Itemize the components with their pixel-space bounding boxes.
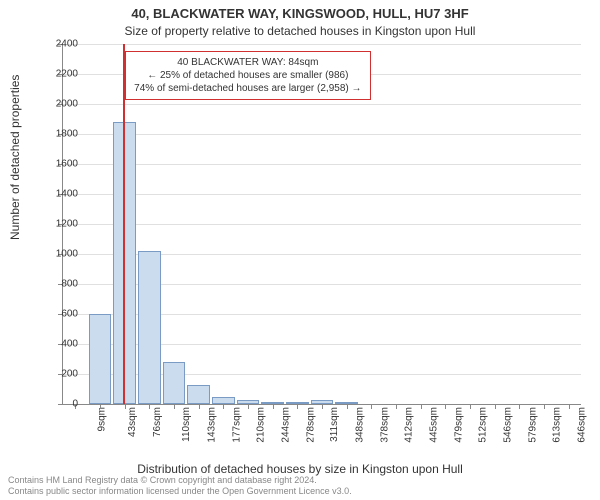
x-tick-label: 143sqm: [207, 407, 218, 443]
x-tick-mark: [149, 404, 150, 409]
x-tick-mark: [396, 404, 397, 409]
x-tick-label: 412sqm: [404, 407, 415, 443]
annotation-line: ← 25% of detached houses are smaller (98…: [134, 69, 361, 82]
y-tick-label: 2000: [44, 99, 78, 110]
x-tick-label: 311sqm: [329, 407, 340, 442]
histogram-bar: [138, 251, 161, 404]
y-tick-label: 200: [44, 369, 78, 380]
x-tick-label: 579sqm: [527, 407, 538, 443]
annotation-box: 40 BLACKWATER WAY: 84sqm← 25% of detache…: [125, 51, 370, 100]
histogram-bar: [261, 402, 284, 404]
x-tick-label: 76sqm: [152, 407, 163, 437]
x-tick-mark: [125, 404, 126, 409]
x-tick-mark: [297, 404, 298, 409]
plot-area: 9sqm43sqm76sqm110sqm143sqm177sqm210sqm24…: [62, 44, 581, 405]
footer-line-2: Contains public sector information licen…: [8, 486, 592, 497]
x-tick-mark: [199, 404, 200, 409]
x-tick-label: 278sqm: [305, 407, 316, 443]
x-tick-label: 348sqm: [355, 407, 366, 443]
y-tick-label: 2400: [44, 39, 78, 50]
y-tick-label: 600: [44, 309, 78, 320]
histogram-bar: [311, 400, 334, 405]
histogram-bar: [212, 397, 235, 405]
y-axis-label: Number of detached properties: [8, 75, 22, 240]
histogram-bar: [89, 314, 112, 404]
chart-title: 40, BLACKWATER WAY, KINGSWOOD, HULL, HU7…: [0, 6, 600, 21]
y-tick-label: 0: [44, 399, 78, 410]
x-tick-label: 445sqm: [429, 407, 440, 443]
x-tick-label: 43sqm: [127, 407, 138, 437]
y-tick-label: 800: [44, 279, 78, 290]
x-tick-label: 378sqm: [379, 407, 390, 443]
y-tick-label: 1800: [44, 129, 78, 140]
chart-subtitle: Size of property relative to detached ho…: [0, 24, 600, 38]
x-tick-mark: [519, 404, 520, 409]
gridline: [63, 134, 581, 135]
y-tick-label: 1000: [44, 249, 78, 260]
x-tick-mark: [470, 404, 471, 409]
y-tick-label: 1200: [44, 219, 78, 230]
x-tick-mark: [248, 404, 249, 409]
x-tick-mark: [347, 404, 348, 409]
x-tick-mark: [445, 404, 446, 409]
gridline: [63, 104, 581, 105]
annotation-line: 40 BLACKWATER WAY: 84sqm: [134, 56, 361, 69]
x-tick-label: 546sqm: [503, 407, 514, 443]
x-tick-label: 244sqm: [281, 407, 292, 443]
x-axis-label: Distribution of detached houses by size …: [0, 462, 600, 476]
x-tick-mark: [421, 404, 422, 409]
x-tick-mark: [223, 404, 224, 409]
x-tick-label: 110sqm: [181, 407, 192, 442]
x-tick-label: 210sqm: [256, 407, 267, 443]
y-tick-label: 400: [44, 339, 78, 350]
y-tick-label: 1600: [44, 159, 78, 170]
histogram-bar: [335, 402, 358, 404]
annotation-line: 74% of semi-detached houses are larger (…: [134, 82, 361, 95]
chart-container: 40, BLACKWATER WAY, KINGSWOOD, HULL, HU7…: [0, 0, 600, 500]
x-tick-label: 646sqm: [577, 407, 588, 443]
y-tick-label: 1400: [44, 189, 78, 200]
footer-line-1: Contains HM Land Registry data © Crown c…: [8, 475, 592, 486]
x-tick-mark: [322, 404, 323, 409]
histogram-bar: [187, 385, 210, 405]
x-tick-mark: [495, 404, 496, 409]
x-tick-mark: [569, 404, 570, 409]
x-tick-mark: [544, 404, 545, 409]
gridline: [63, 44, 581, 45]
x-tick-label: 479sqm: [453, 407, 464, 443]
histogram-bar: [286, 402, 309, 404]
x-tick-label: 512sqm: [478, 407, 489, 443]
x-tick-mark: [371, 404, 372, 409]
gridline: [63, 164, 581, 165]
x-tick-label: 9sqm: [97, 407, 108, 431]
x-tick-label: 613sqm: [552, 407, 563, 443]
x-tick-mark: [273, 404, 274, 409]
gridline: [63, 194, 581, 195]
histogram-bar: [237, 400, 260, 404]
gridline: [63, 224, 581, 225]
x-tick-mark: [100, 404, 101, 409]
histogram-bar: [163, 362, 186, 404]
x-tick-label: 177sqm: [231, 407, 242, 443]
y-tick-label: 2200: [44, 69, 78, 80]
x-tick-mark: [174, 404, 175, 409]
footer-text: Contains HM Land Registry data © Crown c…: [8, 475, 592, 497]
